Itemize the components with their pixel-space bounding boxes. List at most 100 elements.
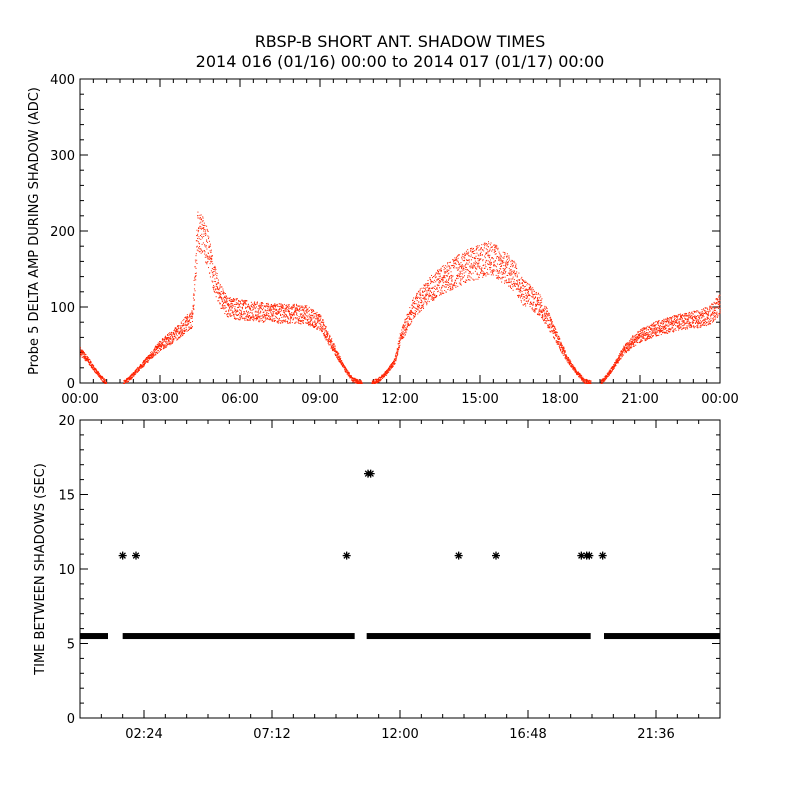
data-point — [590, 383, 592, 384]
data-point — [581, 375, 583, 377]
data-point — [264, 309, 266, 311]
data-point — [177, 325, 179, 327]
data-point — [341, 363, 343, 365]
data-point — [393, 358, 395, 360]
data-point — [295, 311, 297, 313]
data-point — [298, 319, 300, 321]
data-point — [532, 289, 534, 291]
data-point — [206, 248, 208, 250]
data-point — [311, 309, 313, 311]
data-point — [446, 281, 448, 283]
data-point — [80, 351, 82, 353]
data-point — [272, 312, 274, 314]
x-tick-label: 00:00 — [61, 392, 98, 407]
data-point — [306, 312, 308, 314]
data-point — [419, 291, 421, 293]
data-point — [314, 321, 316, 323]
data-point — [259, 316, 261, 318]
data-point — [228, 299, 230, 301]
data-point — [327, 335, 329, 337]
data-point — [438, 278, 440, 280]
data-point — [324, 325, 326, 327]
data-point — [609, 369, 611, 371]
data-point — [560, 349, 561, 351]
data-point — [230, 305, 232, 307]
data-point — [170, 343, 172, 345]
data-point — [495, 265, 497, 267]
data-point — [287, 320, 289, 322]
data-point — [519, 279, 521, 281]
data-point — [479, 258, 481, 260]
data-point — [572, 368, 574, 370]
data-point — [557, 342, 559, 344]
data-point — [270, 305, 272, 307]
data-point — [132, 375, 134, 377]
data-point — [418, 301, 420, 303]
data-point — [482, 249, 484, 251]
data-point — [242, 314, 244, 316]
data-point — [621, 355, 623, 357]
data-point — [450, 265, 452, 267]
data-point — [129, 377, 131, 379]
data-point — [381, 375, 383, 377]
data-point — [448, 265, 450, 267]
data-point — [388, 369, 390, 371]
data-point — [610, 371, 612, 373]
data-point — [303, 316, 305, 318]
data-point — [484, 257, 486, 259]
data-point — [531, 296, 533, 298]
data-point — [407, 320, 409, 322]
data-point — [306, 322, 308, 324]
data-point — [469, 259, 471, 261]
data-point — [179, 336, 181, 338]
data-point — [240, 316, 242, 318]
data-point — [271, 320, 273, 322]
data-point — [471, 259, 473, 261]
data-point — [432, 294, 433, 296]
data-point — [185, 325, 187, 327]
data-point — [143, 363, 145, 365]
data-point — [459, 264, 461, 266]
data-point — [467, 275, 469, 277]
data-point — [96, 370, 97, 372]
chart-subtitle: 2014 016 (01/16) 00:00 to 2014 017 (01/1… — [195, 52, 605, 71]
data-point — [308, 323, 310, 325]
data-point — [402, 334, 404, 336]
data-point — [524, 288, 526, 290]
data-point — [263, 311, 265, 313]
data-point — [304, 313, 305, 315]
data-point — [437, 269, 439, 271]
data-point — [475, 255, 477, 257]
data-point — [424, 300, 426, 302]
data-point — [223, 307, 225, 309]
data-point — [82, 351, 84, 353]
data-point — [146, 361, 148, 363]
data-point — [608, 374, 609, 376]
data-point — [332, 346, 334, 348]
data-point — [277, 321, 279, 323]
data-point — [256, 303, 258, 305]
data-point — [234, 318, 236, 320]
data-point — [477, 257, 479, 259]
data-point — [554, 326, 556, 328]
data-point — [475, 257, 477, 259]
data-point — [475, 278, 477, 280]
data-point — [231, 315, 233, 317]
data-point — [339, 358, 341, 360]
data-point — [505, 266, 507, 268]
data-point — [251, 317, 253, 319]
data-point — [474, 262, 476, 264]
data-point — [508, 278, 510, 280]
data-point — [459, 276, 461, 278]
data-point — [296, 303, 297, 305]
data-point — [498, 258, 500, 260]
data-point — [574, 367, 576, 369]
data-point — [316, 318, 318, 320]
data-point — [233, 314, 235, 316]
data-point — [229, 297, 231, 299]
data-point — [428, 292, 430, 294]
data-point — [96, 369, 97, 371]
data-point — [481, 244, 483, 246]
data-point — [281, 306, 283, 308]
data-point — [585, 382, 587, 384]
